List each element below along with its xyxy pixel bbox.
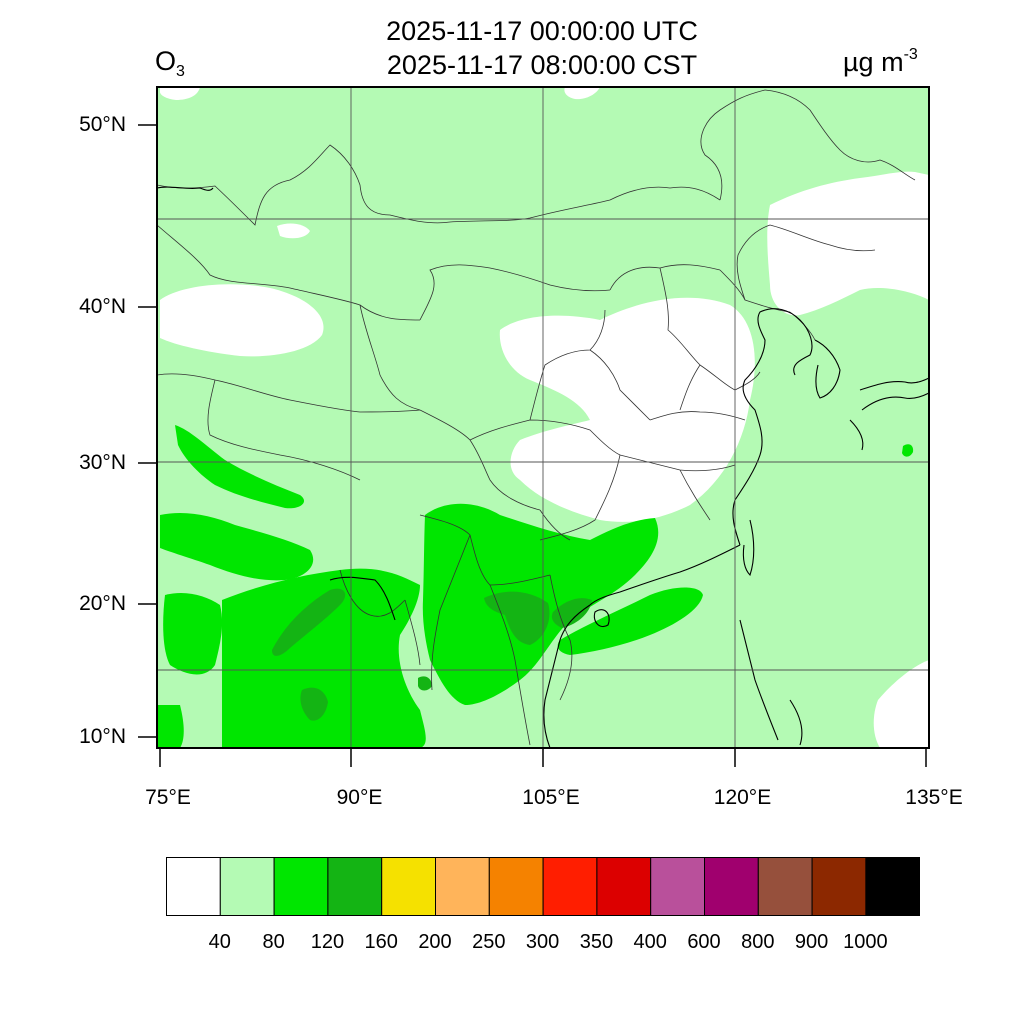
colorbar-swatch-2 [273, 857, 329, 916]
white-region-north-china [499, 297, 755, 522]
darkgreen-region-1 [272, 588, 346, 656]
colorbar-label-160: 160 [364, 931, 398, 953]
colorbar-label-80: 80 [262, 931, 285, 953]
colorbar-swatch-0 [166, 857, 221, 916]
colorbar-swatch-13 [865, 857, 920, 916]
colorbar-swatch-7 [542, 857, 598, 916]
species-label: O3 [155, 46, 185, 81]
colorbar-swatch-5 [435, 857, 490, 916]
lat-label-30: 30°N [79, 451, 126, 474]
white-region-pacific [873, 660, 929, 748]
colorbar-label-40: 40 [208, 931, 231, 953]
colorbar-label-1000: 1000 [843, 931, 888, 953]
field-120-160 [272, 588, 592, 721]
colorbar-swatch-3 [327, 857, 383, 916]
colorbar-label-250: 250 [472, 931, 506, 953]
white-region-mongolia [564, 87, 600, 100]
green-region-india-west [163, 593, 223, 675]
axis-ticks [138, 124, 927, 767]
units-superscript: -3 [903, 46, 918, 63]
lat-label-10: 10°N [79, 725, 126, 748]
province-boundaries [157, 89, 916, 746]
species-base: O [155, 46, 177, 76]
title-utc-time: 2025-11-17 00:00:00 UTC [386, 16, 698, 46]
lon-label-90: 90°E [336, 786, 383, 809]
colorbar-label-600: 600 [687, 931, 721, 953]
colorbar-label-400: 400 [633, 931, 667, 953]
colorbar-label-350: 350 [579, 931, 614, 953]
species-subscript: 3 [176, 63, 185, 80]
white-region-tarim [160, 284, 324, 357]
green-region-pacific-dot [902, 444, 914, 457]
green-region-south-china-sea [557, 587, 703, 655]
colorbar-label-120: 120 [310, 931, 345, 953]
colorbar-label-300: 300 [525, 931, 560, 953]
colorbar-swatch-10 [704, 857, 759, 916]
units-base: µg m [843, 47, 904, 77]
white-region-west-1 [277, 223, 310, 239]
colorbar-label-200: 200 [418, 931, 452, 953]
colorbar-swatch-11 [757, 857, 813, 916]
field-below-40 [160, 87, 929, 748]
lon-label-120: 120°E [713, 786, 772, 809]
colorbar-swatch-9 [650, 857, 706, 916]
lon-label-105: 105°E [522, 786, 580, 809]
white-region-arctic [160, 87, 200, 100]
darkgreen-region-4 [300, 687, 328, 721]
graticule [157, 87, 929, 748]
green-region-tibet-band [175, 425, 305, 509]
white-region-northeast [767, 171, 929, 316]
lon-label-75: 75°E [145, 786, 191, 809]
green-region-west-patch [160, 513, 314, 581]
colorbar [166, 857, 920, 916]
colorbar-swatch-6 [488, 857, 544, 916]
green-region-sea-bottom [157, 705, 184, 748]
lat-label-40: 40°N [79, 295, 126, 318]
units-label: µg m-3 [843, 46, 918, 78]
coastlines [157, 186, 929, 748]
darkgreen-region-2 [484, 591, 550, 645]
title-local-time: 2025-11-17 08:00:00 CST [386, 50, 698, 80]
colorbar-label-800: 800 [741, 931, 775, 953]
darkgreen-region-5 [418, 676, 432, 691]
lat-label-50: 50°N [79, 113, 126, 136]
colorbar-swatch-12 [811, 857, 867, 916]
lon-label-135: 135°E [905, 786, 963, 809]
green-region-bengal [222, 568, 426, 748]
colorbar-swatch-4 [381, 857, 436, 916]
colorbar-label-900: 900 [794, 931, 829, 953]
lat-label-20: 20°N [79, 592, 126, 615]
colorbar-swatch-1 [219, 857, 275, 916]
colorbar-swatch-8 [596, 857, 652, 916]
